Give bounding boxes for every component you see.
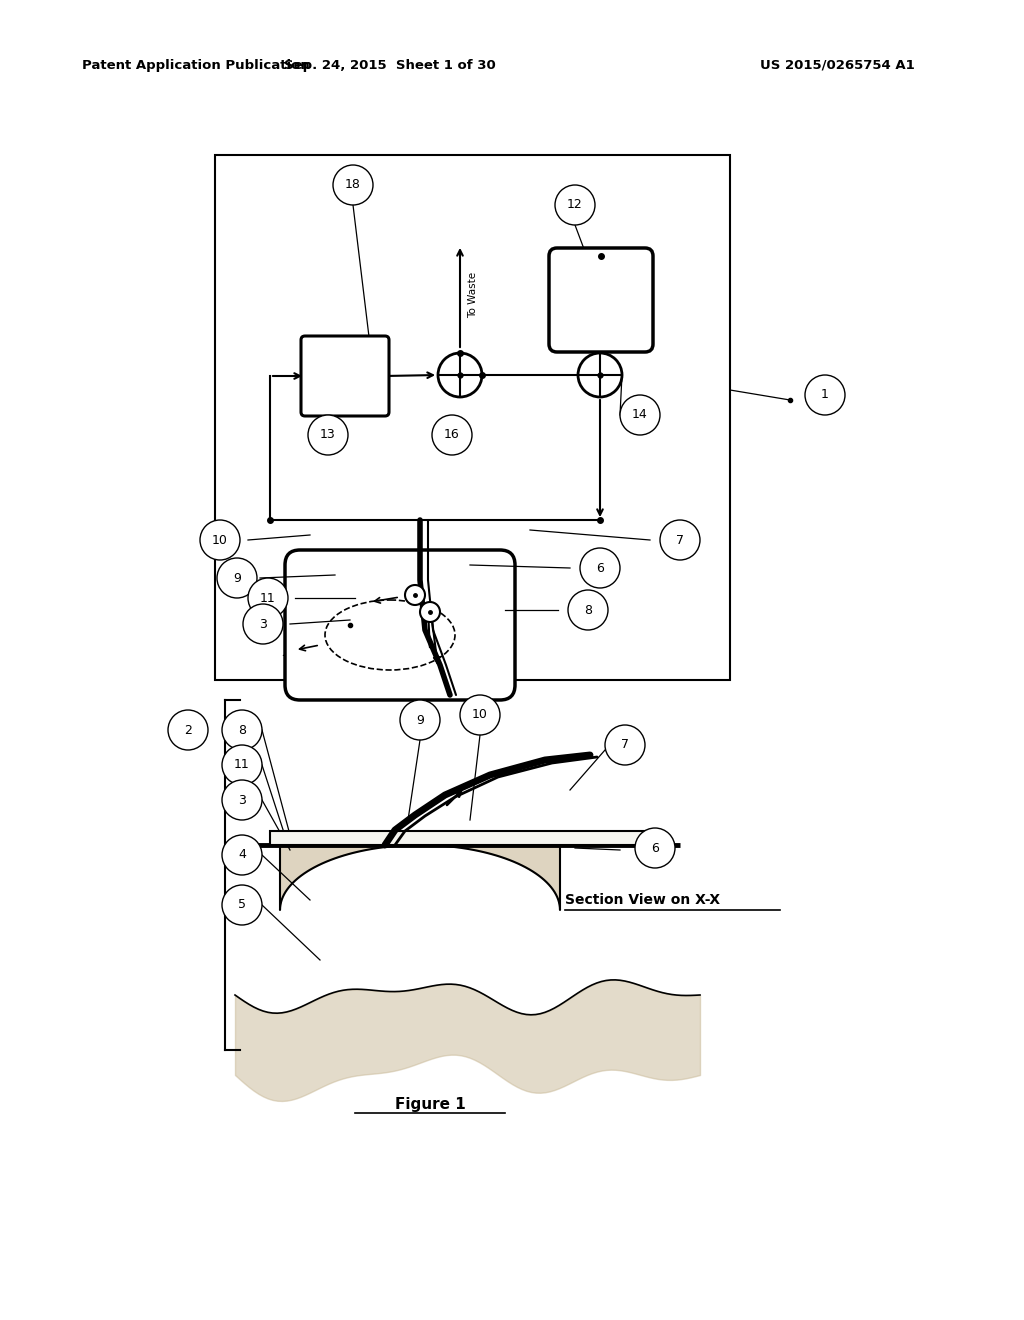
Text: 11: 11 [234,759,250,771]
Text: X: X [283,645,291,659]
Text: 9: 9 [233,572,241,585]
Text: 2: 2 [184,723,191,737]
Text: 6: 6 [651,842,658,854]
Circle shape [432,414,472,455]
FancyBboxPatch shape [285,550,515,700]
Text: 3: 3 [238,793,246,807]
Circle shape [605,725,645,766]
Text: 8: 8 [238,723,246,737]
Circle shape [805,375,845,414]
Circle shape [222,836,262,875]
Text: 5: 5 [238,899,246,912]
Circle shape [222,744,262,785]
Circle shape [580,548,620,587]
Text: 16: 16 [444,429,460,441]
Circle shape [248,578,288,618]
Circle shape [460,696,500,735]
Text: US 2015/0265754 A1: US 2015/0265754 A1 [760,58,914,71]
Circle shape [217,558,257,598]
Circle shape [568,590,608,630]
Circle shape [243,605,283,644]
Circle shape [438,352,482,397]
Text: Patent Application Publication: Patent Application Publication [82,58,309,71]
Circle shape [200,520,240,560]
Text: 4: 4 [238,849,246,862]
Text: Sep. 24, 2015  Sheet 1 of 30: Sep. 24, 2015 Sheet 1 of 30 [284,58,496,71]
Circle shape [222,780,262,820]
Text: 18: 18 [345,178,360,191]
Circle shape [168,710,208,750]
FancyBboxPatch shape [549,248,653,352]
Text: 11: 11 [260,591,275,605]
Text: Section View on X-X: Section View on X-X [565,894,720,907]
Circle shape [400,700,440,741]
Circle shape [308,414,348,455]
Text: 10: 10 [212,533,228,546]
Text: 9: 9 [416,714,424,726]
Text: 8: 8 [584,603,592,616]
Text: 10: 10 [472,709,488,722]
Text: X: X [357,598,367,610]
Text: 7: 7 [621,738,629,751]
Text: 1: 1 [821,388,829,401]
Text: 3: 3 [259,618,267,631]
Bar [215,154,730,680]
Text: 14: 14 [632,408,648,421]
Text: To Waste: To Waste [468,272,478,318]
Circle shape [222,884,262,925]
Polygon shape [280,845,560,909]
Circle shape [578,352,622,397]
Circle shape [660,520,700,560]
FancyBboxPatch shape [301,337,389,416]
Circle shape [555,185,595,224]
Circle shape [222,710,262,750]
Circle shape [333,165,373,205]
Circle shape [635,828,675,869]
Text: 13: 13 [321,429,336,441]
Circle shape [420,602,440,622]
Circle shape [620,395,660,436]
Text: Figure 1: Figure 1 [394,1097,465,1113]
Bar [270,832,650,845]
Text: 6: 6 [596,561,604,574]
Circle shape [406,585,425,605]
Text: 12: 12 [567,198,583,211]
Text: 7: 7 [676,533,684,546]
